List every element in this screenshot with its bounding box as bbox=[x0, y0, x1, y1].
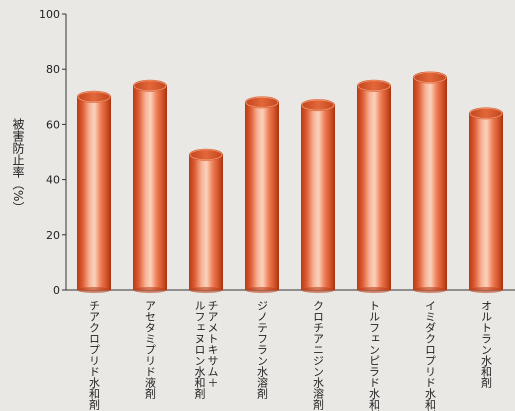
y-tick-label: 20 bbox=[46, 229, 60, 242]
category-label: チアメトキサム＋ルフェヌロン水和剤 bbox=[193, 300, 219, 400]
category-label: クロチアニジン水溶剤 bbox=[312, 300, 325, 411]
bar-body bbox=[413, 77, 447, 290]
y-tick-label: 0 bbox=[53, 284, 60, 297]
y-tick-label: 80 bbox=[46, 63, 60, 76]
bar-cap-rim bbox=[77, 91, 111, 103]
bar-cap bbox=[133, 79, 167, 92]
bar bbox=[133, 79, 167, 293]
category-label-line: クロチアニジン水溶剤 bbox=[312, 300, 325, 411]
bar-cap-rim bbox=[189, 149, 223, 161]
bar-cap bbox=[245, 96, 279, 109]
y-tick-label: 100 bbox=[39, 8, 60, 21]
category-label: チアクロプリド水和剤 bbox=[88, 300, 101, 411]
bar-body bbox=[77, 96, 111, 290]
bar-cap bbox=[301, 99, 335, 112]
bar-body bbox=[357, 85, 391, 290]
bar-base bbox=[77, 287, 111, 293]
category-label: アセタミプリド液剤 bbox=[144, 300, 157, 400]
category-label-line: ジノテフラン水溶剤 bbox=[256, 300, 269, 400]
bar-body bbox=[189, 154, 223, 290]
bar-cap-rim bbox=[357, 80, 391, 92]
bar-base bbox=[245, 287, 279, 293]
bar-cap-rim bbox=[469, 107, 503, 119]
category-label: ジノテフラン水溶剤 bbox=[256, 300, 269, 400]
bar bbox=[189, 148, 223, 293]
category-label-line: アセタミプリド液剤 bbox=[144, 300, 157, 400]
category-label: トルフェンピラド水和剤 bbox=[368, 300, 381, 411]
category-label-line: ルフェヌロン水和剤 bbox=[193, 300, 206, 400]
y-axis-label: 被害防止率（%） bbox=[11, 118, 25, 214]
category-label-line: トルフェンピラド水和剤 bbox=[368, 300, 381, 411]
y-tick-label: 60 bbox=[46, 118, 60, 131]
category-labels: チアクロプリド水和剤 アセタミプリド液剤 チアメトキサム＋ルフェヌロン水和剤 ジノテフ… bbox=[88, 300, 493, 411]
bar-cap bbox=[77, 90, 111, 103]
bar bbox=[245, 96, 279, 293]
category-label-line: チアクロプリド水和剤 bbox=[88, 300, 101, 411]
bar-body bbox=[469, 113, 503, 290]
bar bbox=[413, 71, 447, 293]
bar-body bbox=[301, 105, 335, 290]
bar-cap bbox=[189, 148, 223, 161]
bar-cap bbox=[469, 107, 503, 120]
bar-base bbox=[469, 287, 503, 293]
bar-base bbox=[413, 287, 447, 293]
bar-cap bbox=[413, 71, 447, 84]
bar bbox=[77, 90, 111, 293]
category-label-line: イミダクロプリド水和剤 bbox=[424, 300, 437, 411]
bar-base bbox=[301, 287, 335, 293]
bar-cap-rim bbox=[413, 72, 447, 83]
bar-base bbox=[189, 287, 223, 293]
bar-cap-rim bbox=[133, 80, 167, 92]
bar-body bbox=[133, 85, 167, 290]
category-label: オルトラン水和剤 bbox=[480, 300, 493, 389]
bars bbox=[77, 71, 503, 293]
bar bbox=[301, 99, 335, 293]
bar-base bbox=[357, 287, 391, 293]
bar bbox=[357, 79, 391, 293]
category-label: イミダクロプリド水和剤 bbox=[424, 300, 437, 411]
bar-cap-rim bbox=[245, 96, 279, 108]
bar-cap-rim bbox=[301, 99, 335, 111]
bar-cap bbox=[357, 79, 391, 92]
bar-base bbox=[133, 287, 167, 293]
category-label-line: オルトラン水和剤 bbox=[480, 300, 493, 389]
bar bbox=[469, 107, 503, 293]
bar-body bbox=[245, 102, 279, 290]
y-tick-label: 40 bbox=[46, 174, 60, 187]
category-label-line: チアメトキサム＋ bbox=[206, 300, 219, 388]
